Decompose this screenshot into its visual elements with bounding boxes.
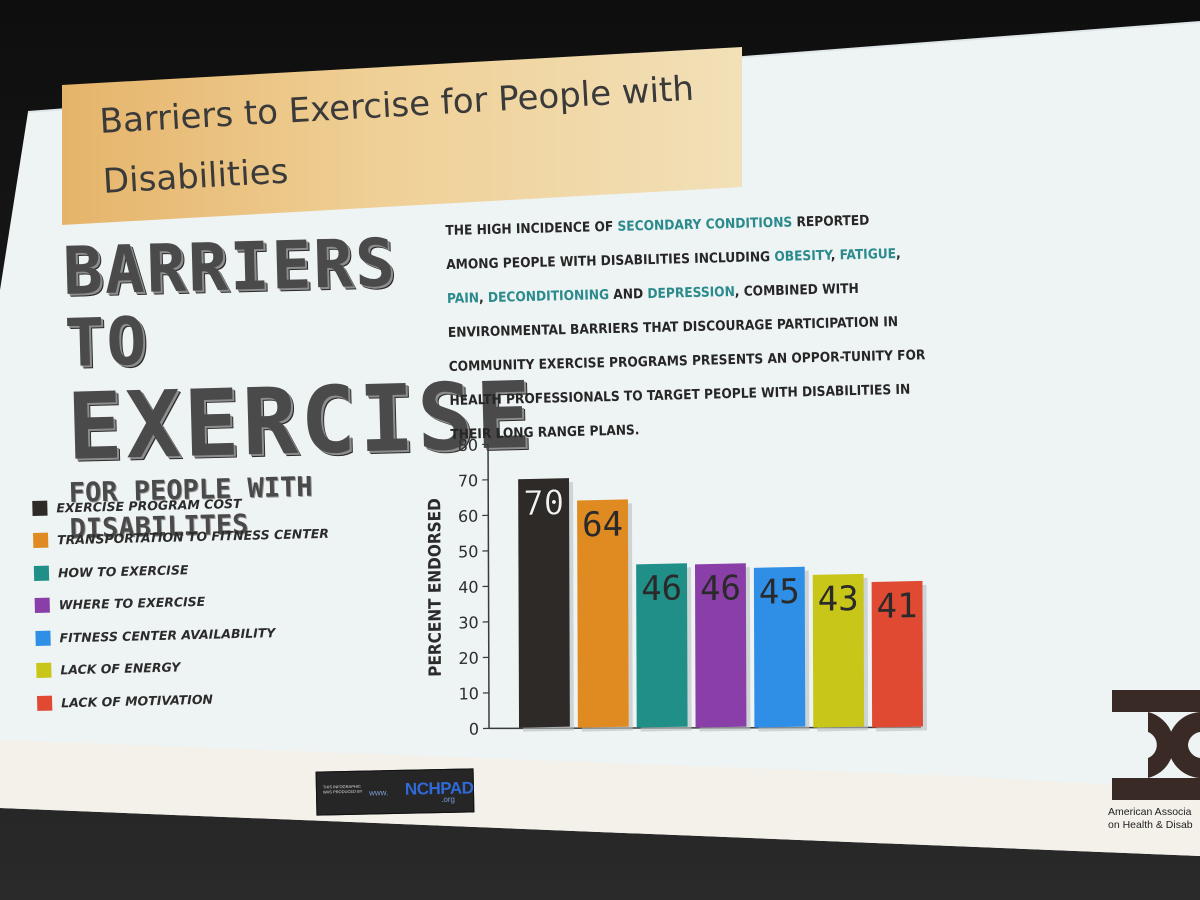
y-tick-label: 60 — [458, 507, 478, 526]
bar — [577, 499, 629, 728]
highlight-fatigue: fatigue — [839, 245, 897, 264]
y-tick-label: 40 — [458, 578, 478, 597]
paragraph-text: , — [895, 245, 901, 262]
bar-value-label: 46 — [700, 568, 741, 609]
y-tick-label: 80 — [458, 436, 478, 455]
y-axis-label: PERCENT ENDORSED — [425, 498, 446, 677]
highlight-obesity: obesity — [774, 247, 831, 265]
highlight-pain: pain — [446, 290, 480, 307]
legend-swatch — [35, 630, 51, 646]
y-tick-label: 10 — [459, 684, 479, 703]
bar-value-label: 43 — [818, 579, 859, 620]
bar — [694, 563, 747, 728]
badge-www: www. — [368, 788, 389, 798]
bar-chart: 0 10 20 30 40 50 60 70 80 PERCENT ENDORSED 70 64 46 4… — [425, 436, 927, 739]
highlight-depression: depression — [647, 283, 736, 303]
y-tick-label: 70 — [458, 471, 478, 490]
legend-swatch — [32, 500, 48, 516]
heading-line-1: BARRIERS TO — [61, 224, 398, 382]
badge-org: .org — [441, 794, 456, 805]
bar-value-label: 41 — [877, 586, 918, 627]
legend-swatch — [36, 662, 52, 679]
bar — [812, 573, 865, 728]
org-name: American Associa on Health & Disab — [1108, 806, 1200, 832]
paragraph-text: , — [478, 289, 489, 307]
y-tick-label: 0 — [469, 720, 479, 739]
bar — [518, 478, 570, 728]
legend-swatch — [36, 695, 53, 711]
bar-value-label: 46 — [641, 568, 682, 609]
legend-label: Lack of motivation — [60, 691, 214, 711]
org-name-line-2: on Health & Disab — [1108, 819, 1193, 831]
bar-value-label: 64 — [582, 505, 623, 546]
nchpad-logo-badge: THIS INFOGRAPHIC WAS PRODUCED BY www. NC… — [315, 768, 475, 816]
description-paragraph: The high incidence of secondary conditio… — [445, 202, 931, 452]
paragraph-text: The high incidence of — [445, 218, 618, 239]
bar — [753, 566, 806, 728]
highlight-secondary-conditions: secondary conditions — [617, 214, 793, 235]
legend-swatch — [33, 565, 50, 581]
legend-swatch — [34, 597, 50, 614]
legend-swatch — [33, 532, 49, 549]
bar-value-label: 70 — [523, 483, 564, 524]
bar — [871, 580, 923, 728]
bar-value-label: 45 — [759, 572, 800, 613]
legend-label: Transportation to fitness center — [57, 526, 330, 548]
y-tick-label: 20 — [458, 649, 478, 668]
legend-label: Fitness center availability — [59, 624, 276, 646]
legend-label: Where to exercise — [58, 594, 206, 613]
chart-legend: Exercise program cost Transportation to f… — [32, 485, 337, 720]
legend-label: How to exercise — [57, 561, 189, 581]
legend-label: Exercise program cost — [56, 495, 242, 516]
badge-caption: THIS INFOGRAPHIC WAS PRODUCED BY — [322, 783, 363, 795]
highlight-deconditioning: deconditioning — [487, 287, 610, 306]
aahd-logo-icon — [1112, 690, 1200, 800]
legend-label: Lack of energy — [60, 659, 181, 678]
y-tick-label: 50 — [458, 542, 478, 561]
org-name-line-1: American Associa — [1108, 806, 1192, 818]
y-tick-label: 30 — [458, 613, 478, 632]
paragraph-text: and — [608, 286, 648, 304]
heading-line-2: EXERCISE — [65, 361, 536, 481]
bar — [636, 563, 688, 728]
paragraph-text: , — [830, 247, 840, 264]
badge-brand: NCHPAD — [404, 778, 474, 799]
